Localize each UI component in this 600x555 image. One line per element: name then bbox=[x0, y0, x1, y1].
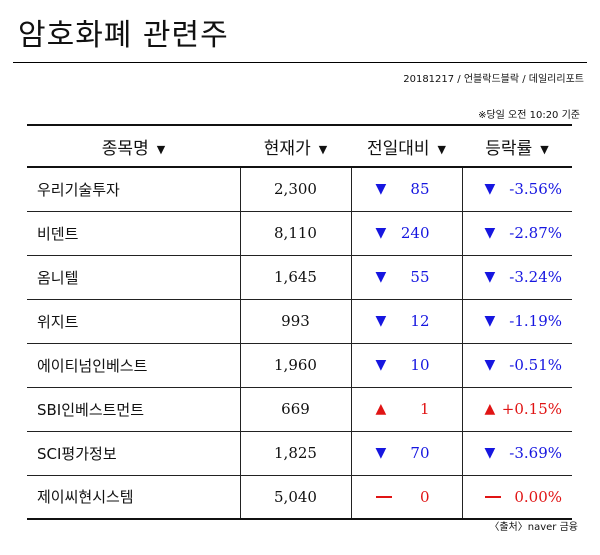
stock-rate: +0.15% bbox=[501, 400, 562, 418]
stock-rate-cell: ▼ -0.51% bbox=[461, 343, 572, 388]
down-triangle-icon: ▼ bbox=[484, 225, 496, 241]
table-row[interactable]: 옴니텔 1,645 ▼ 55 ▼ -3.24% bbox=[27, 255, 572, 300]
page-title: 암호화폐 관련주 bbox=[18, 18, 229, 53]
stock-rate-cell: ▲ +0.15% bbox=[461, 387, 572, 432]
timestamp-note: ※당일 오전 10:20 기준 bbox=[478, 110, 580, 121]
stock-rate: -3.24% bbox=[509, 268, 562, 286]
table-row[interactable]: 우리기술투자 2,300 ▼ 85 ▼ -3.56% bbox=[27, 167, 572, 212]
stock-change-cell: ▼ 85 bbox=[350, 167, 462, 212]
stock-rate-cell: ▼ -3.56% bbox=[461, 167, 572, 212]
stock-rate: -1.19% bbox=[509, 312, 562, 330]
stock-rate-cell: ▼ -2.87% bbox=[461, 211, 572, 256]
column-header-price[interactable]: 현재가 ▼ bbox=[240, 124, 351, 168]
stock-rate: -3.69% bbox=[509, 444, 562, 462]
stock-change-cell: ▼ 240 bbox=[350, 211, 462, 256]
sort-down-icon[interactable]: ▼ bbox=[437, 142, 447, 156]
stock-change-cell: ▼ 70 bbox=[350, 431, 462, 476]
stock-rate-cell: 0.00% bbox=[461, 475, 572, 520]
source-note: 〈출처〉naver 금융 bbox=[489, 522, 578, 533]
table-row[interactable]: SBI인베스트먼트 669 ▲ 1 ▲ +0.15% bbox=[27, 387, 572, 432]
stock-rate-cell: ▼ -3.24% bbox=[461, 255, 572, 300]
column-header-label: 전일대비 bbox=[366, 138, 430, 159]
column-header-label: 등락률 bbox=[485, 138, 533, 159]
sort-down-icon[interactable]: ▼ bbox=[156, 142, 166, 156]
stock-rate: -3.56% bbox=[509, 180, 562, 199]
stock-name: 제이씨현시스템 bbox=[27, 475, 240, 520]
up-triangle-icon: ▲ bbox=[375, 401, 387, 417]
table-row[interactable]: 에이티넘인베스트 1,960 ▼ 10 ▼ -0.51% bbox=[27, 343, 572, 388]
down-triangle-icon: ▼ bbox=[484, 313, 496, 329]
stock-change: 10 bbox=[410, 356, 430, 374]
stock-price: 993 bbox=[239, 299, 351, 344]
stock-change-cell: 0 bbox=[350, 475, 462, 520]
stock-change: 55 bbox=[410, 268, 430, 286]
stock-change: 1 bbox=[419, 400, 430, 418]
stock-change-cell: ▼ 55 bbox=[350, 255, 462, 300]
stock-price: 2,300 bbox=[239, 167, 351, 212]
table-row[interactable]: 비덴트 8,110 ▼ 240 ▼ -2.87% bbox=[27, 211, 572, 256]
table-row[interactable]: SCI평가정보 1,825 ▼ 70 ▼ -3.69% bbox=[27, 431, 572, 476]
stock-rate-cell: ▼ -3.69% bbox=[461, 431, 572, 476]
down-triangle-icon: ▼ bbox=[484, 445, 496, 461]
table-row[interactable]: 제이씨현시스템 5,040 0 0.00% bbox=[27, 475, 572, 520]
table-row[interactable]: 위지트 993 ▼ 12 ▼ -1.19% bbox=[27, 299, 572, 344]
down-triangle-icon: ▼ bbox=[375, 181, 387, 198]
stock-price: 8,110 bbox=[239, 211, 351, 256]
column-header-rate[interactable]: 등락률 ▼ bbox=[462, 124, 572, 168]
column-header-change[interactable]: 전일대비 ▼ bbox=[351, 124, 462, 168]
stock-change-cell: ▲ 1 bbox=[350, 387, 462, 432]
stock-name: 에이티넘인베스트 bbox=[27, 343, 240, 388]
stock-name: 우리기술투자 bbox=[27, 167, 240, 212]
column-header-name[interactable]: 종목명 ▼ bbox=[27, 124, 240, 168]
stock-change: 70 bbox=[410, 444, 430, 462]
stock-price: 1,825 bbox=[239, 431, 351, 476]
down-triangle-icon: ▼ bbox=[375, 445, 387, 461]
down-triangle-icon: ▼ bbox=[375, 313, 387, 329]
stock-change: 240 bbox=[400, 224, 430, 242]
down-triangle-icon: ▼ bbox=[484, 181, 496, 198]
stock-rate: 0.00% bbox=[514, 487, 562, 506]
stock-name: SBI인베스트먼트 bbox=[27, 387, 240, 432]
stock-name: 옴니텔 bbox=[27, 255, 240, 300]
sort-down-icon[interactable]: ▼ bbox=[540, 142, 549, 156]
stock-rate: -0.51% bbox=[509, 356, 562, 374]
column-header-label: 종목명 bbox=[101, 138, 149, 159]
down-triangle-icon: ▼ bbox=[484, 269, 496, 285]
dash-icon bbox=[375, 490, 392, 504]
column-header-label: 현재가 bbox=[263, 138, 311, 159]
stock-change: 0 bbox=[419, 487, 430, 506]
down-triangle-icon: ▼ bbox=[375, 357, 387, 373]
down-triangle-icon: ▼ bbox=[375, 225, 387, 241]
stock-rate-cell: ▼ -1.19% bbox=[461, 299, 572, 344]
stock-name: 비덴트 bbox=[27, 211, 240, 256]
stock-price: 669 bbox=[239, 387, 351, 432]
report-meta: 20181217 / 언블락드블락 / 데일리리포트 bbox=[403, 74, 584, 85]
stock-name: 위지트 bbox=[27, 299, 240, 344]
stock-table: 종목명 ▼ 현재가 ▼ 전일대비 ▼ 등락률 ▼ 우리기술투자 2,300 ▼ 85 ▼ -3.5… bbox=[27, 124, 572, 520]
stock-price: 1,645 bbox=[239, 255, 351, 300]
sort-down-icon[interactable]: ▼ bbox=[318, 142, 328, 156]
stock-price: 1,960 bbox=[239, 343, 351, 388]
stock-change-cell: ▼ 12 bbox=[350, 299, 462, 344]
stock-price: 5,040 bbox=[239, 475, 351, 520]
stock-change: 12 bbox=[410, 312, 430, 330]
stock-change-cell: ▼ 10 bbox=[350, 343, 462, 388]
title-divider bbox=[13, 62, 587, 63]
stock-change: 85 bbox=[410, 180, 430, 199]
down-triangle-icon: ▼ bbox=[375, 269, 387, 285]
stock-rate: -2.87% bbox=[509, 224, 562, 242]
table-header-row: 종목명 ▼ 현재가 ▼ 전일대비 ▼ 등락률 ▼ bbox=[27, 124, 572, 168]
up-triangle-icon: ▲ bbox=[484, 401, 496, 417]
down-triangle-icon: ▼ bbox=[484, 357, 496, 373]
stock-table-body: 우리기술투자 2,300 ▼ 85 ▼ -3.56% 비덴트 8,110 ▼ 240 ▼ -2.87%… bbox=[27, 167, 572, 520]
dash-icon bbox=[484, 490, 501, 504]
stock-name: SCI평가정보 bbox=[27, 431, 240, 476]
